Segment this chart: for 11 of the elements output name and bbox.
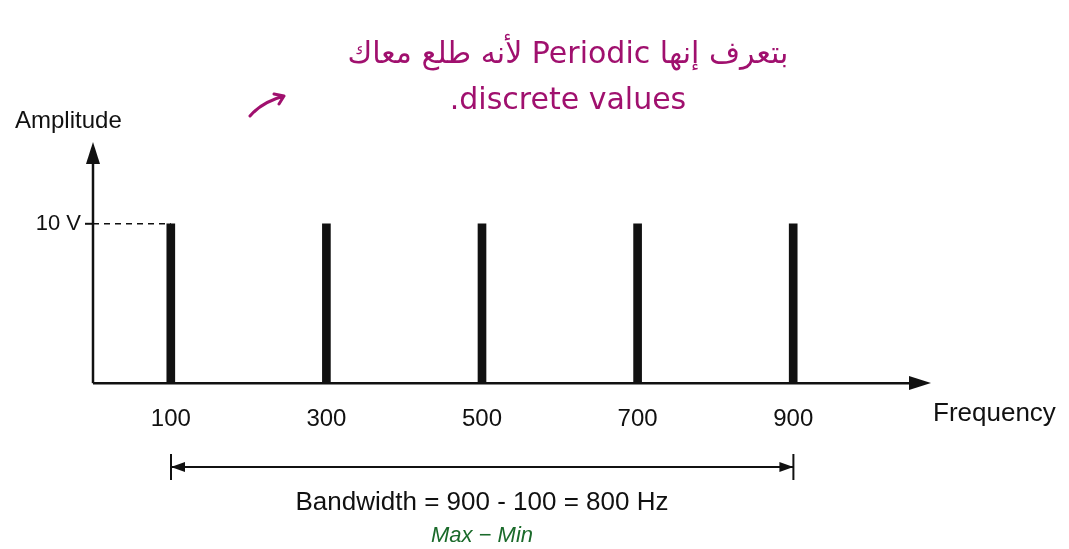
- y-axis-title: Amplitude: [15, 106, 122, 134]
- ref-line-label: 10 V: [35, 209, 82, 235]
- x-tick-label: 100: [150, 404, 191, 432]
- x-axis-title: Frequency: [933, 397, 1056, 429]
- x-tick-label: 700: [617, 404, 658, 432]
- x-tick-label: 500: [461, 404, 503, 432]
- x-tick-label: 300: [306, 404, 347, 432]
- text: Bandwidth = 900 - 100 = 800 Hz: [294, 486, 670, 517]
- text: Max − Min: [429, 522, 535, 548]
- x-tick-label: 900: [773, 404, 814, 432]
- text: بتعرف إنها Periodic لأنه طلع معاك discrete values.: [346, 32, 790, 118]
